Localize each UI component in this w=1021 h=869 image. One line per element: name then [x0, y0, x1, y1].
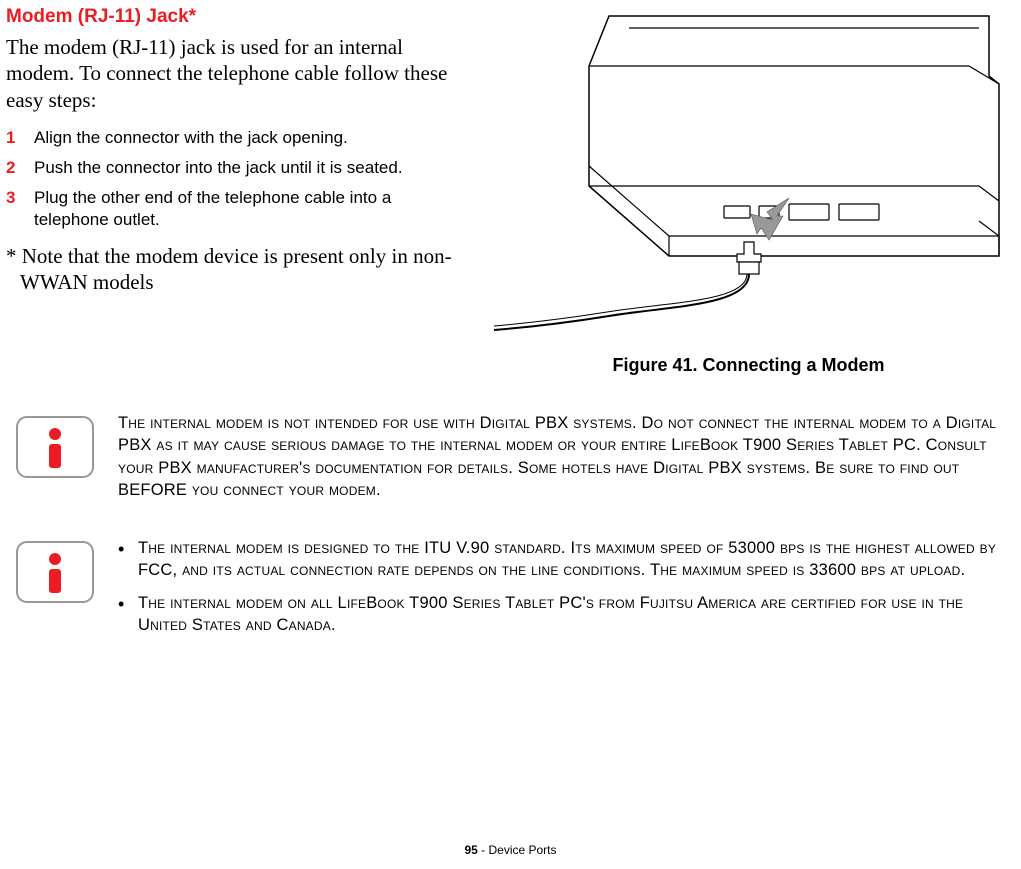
step-text: Align the connector with the jack openin…	[34, 128, 348, 147]
info-icon	[16, 541, 94, 603]
intro-paragraph: The modem (RJ-11) jack is used for an in…	[6, 34, 466, 113]
step-number: 3	[6, 187, 15, 209]
page-footer: 95 - Device Ports	[0, 843, 1021, 857]
section-heading: Modem (RJ-11) Jack*	[6, 6, 466, 28]
step-list: 1 Align the connector with the jack open…	[6, 127, 466, 231]
page-number: 95	[464, 843, 477, 857]
info-callout: The internal modem is not intended for u…	[16, 412, 1001, 501]
step-text: Push the connector into the jack until i…	[34, 158, 403, 177]
insert-arrow-icon	[751, 198, 789, 240]
info-text: The internal modem is designed to the IT…	[118, 537, 1001, 646]
step-text: Plug the other end of the telephone cabl…	[34, 188, 391, 229]
info-callout: The internal modem is designed to the IT…	[16, 537, 1001, 646]
step-item: 1 Align the connector with the jack open…	[6, 127, 466, 149]
step-number: 2	[6, 157, 15, 179]
figure-caption: Figure 41. Connecting a Modem	[486, 355, 1011, 376]
footnote: * Note that the modem device is present …	[6, 243, 466, 296]
info-icon	[16, 416, 94, 478]
info-bullet-item: The internal modem is designed to the IT…	[118, 537, 1001, 582]
info-text: The internal modem is not intended for u…	[118, 412, 1001, 501]
info-bullet-item: The internal modem on all LifeBook T900 …	[118, 592, 1001, 637]
info-bullet-list: The internal modem is designed to the IT…	[118, 537, 1001, 636]
step-item: 3 Plug the other end of the telephone ca…	[6, 187, 466, 231]
step-item: 2 Push the connector into the jack until…	[6, 157, 466, 179]
modem-connection-illustration	[489, 6, 1009, 336]
step-number: 1	[6, 127, 15, 149]
footer-section-label: - Device Ports	[478, 843, 557, 857]
